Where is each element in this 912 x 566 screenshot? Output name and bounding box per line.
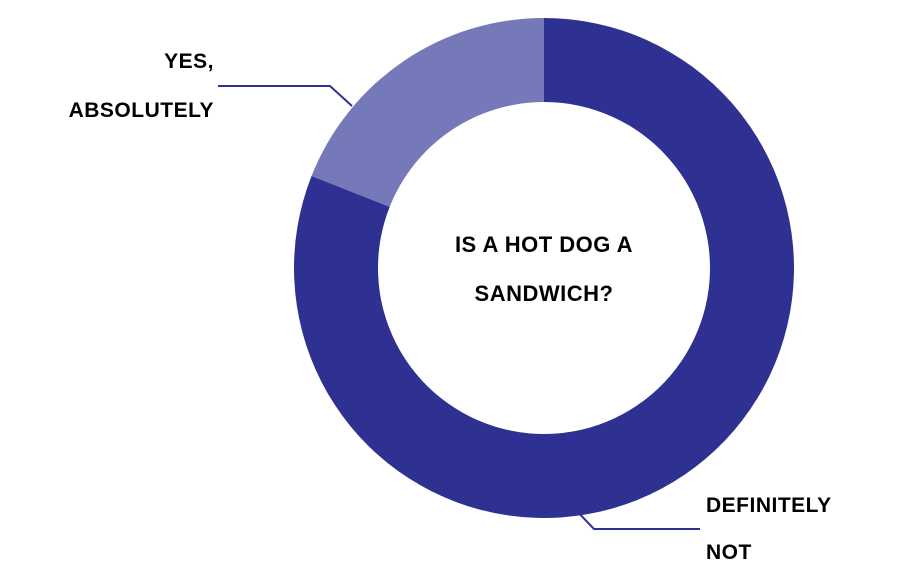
leader-line-no: [573, 507, 700, 530]
slice-definitely-not: [294, 18, 795, 518]
leader-line-yes: [218, 85, 353, 107]
leader-lines: [218, 85, 700, 530]
slice-label-yes-line-1: YES,: [164, 50, 214, 73]
slice-label-no-line-2: NOT: [706, 541, 752, 564]
donut-slices: [294, 18, 795, 518]
chart-title-line-1: IS A HOT DOG A: [455, 232, 633, 257]
slice-label-yes-line-2: ABSOLUTELY: [69, 99, 214, 122]
slice-label-no-line-1: DEFINITELY: [706, 494, 832, 517]
slice-yes-absolutely: [311, 18, 544, 207]
chart-title-line-2: SANDWICH?: [475, 281, 614, 306]
